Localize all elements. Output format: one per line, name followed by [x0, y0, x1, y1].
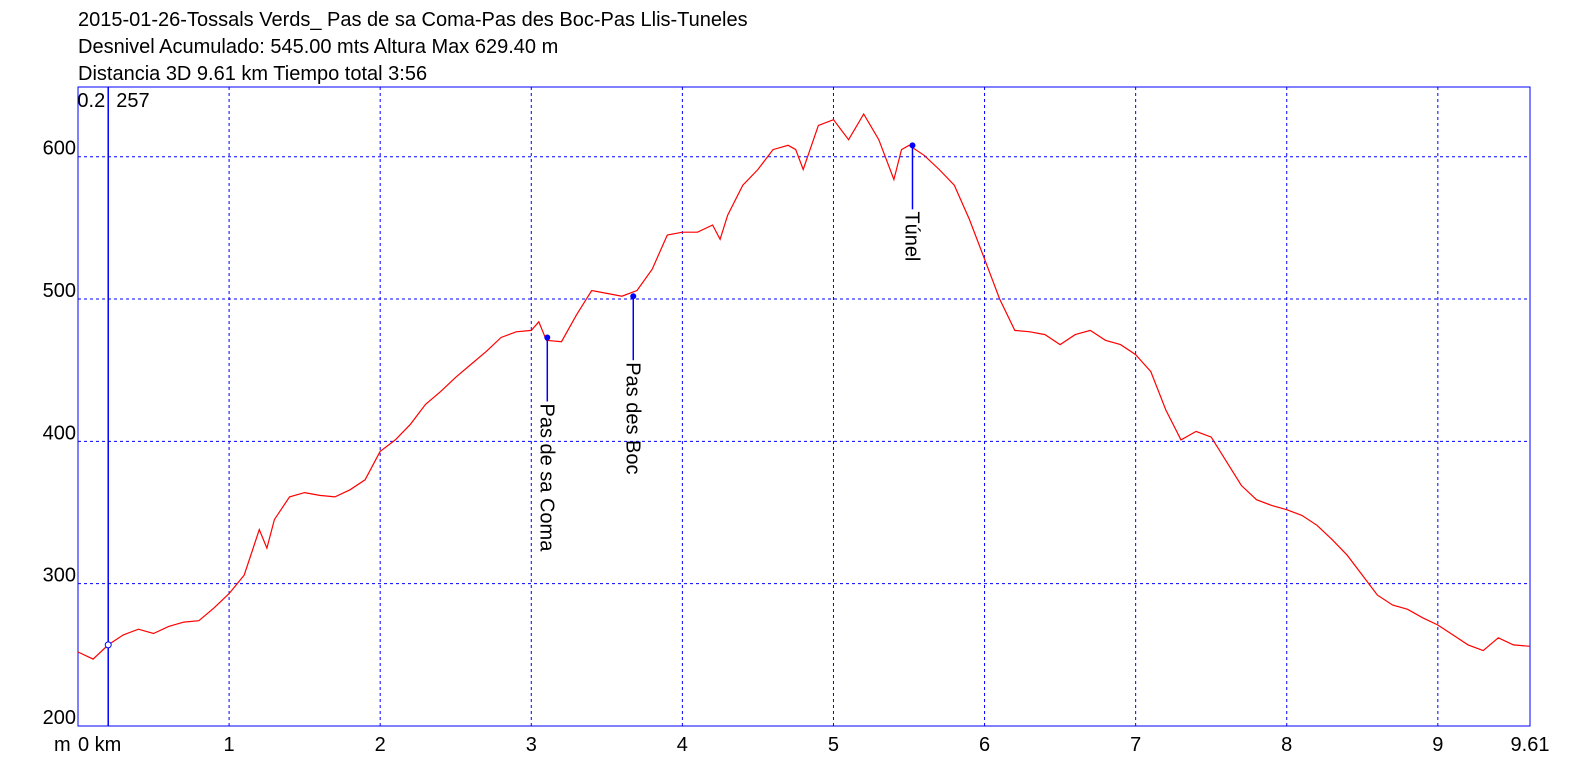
waypoint-label: Túnel	[900, 211, 922, 261]
elevation-line	[77, 112, 1531, 660]
y-axis-label: m	[54, 734, 71, 756]
x-tick-label: 7	[1130, 734, 1141, 756]
x-tick-label: 8	[1281, 734, 1292, 756]
chart-subtitle: Distancia 3D 9.61 km Tiempo total 3:56	[78, 63, 427, 85]
y-tick-label: 500	[43, 280, 76, 302]
x-tick-label: 0 km	[78, 734, 121, 756]
x-tick-label: 1	[224, 734, 235, 756]
chart-subtitle: Desnivel Acumulado: 545.00 mts Altura Ma…	[78, 36, 558, 58]
x-tick-label: 6	[979, 734, 990, 756]
x-tick-label: 5	[828, 734, 839, 756]
waypoint-label: Pas des Boc	[621, 362, 643, 474]
chart-title: 2015-01-26-Tossals Verds_ Pas de sa Coma…	[78, 9, 748, 31]
x-tick-label: 3	[526, 734, 537, 756]
y-tick-label: 600	[43, 138, 76, 160]
waypoint-point	[909, 142, 916, 149]
x-tick-label: 2	[375, 734, 386, 756]
x-tick-label: 9	[1432, 734, 1443, 756]
cursor-x-label: 0.2	[77, 90, 105, 112]
cursor-y-label: 257	[116, 90, 149, 112]
x-tick-label: 9.61	[1511, 734, 1550, 756]
waypoint-point	[544, 334, 551, 341]
plot-border	[77, 86, 1531, 727]
x-tick-label: 4	[677, 734, 688, 756]
waypoint-point	[630, 293, 637, 300]
y-tick-label: 200	[43, 707, 76, 729]
y-tick-label: 400	[43, 422, 76, 444]
waypoint-label: Pas de sa Coma	[535, 403, 557, 552]
cursor-point	[104, 641, 112, 649]
y-tick-label: 300	[43, 565, 76, 587]
